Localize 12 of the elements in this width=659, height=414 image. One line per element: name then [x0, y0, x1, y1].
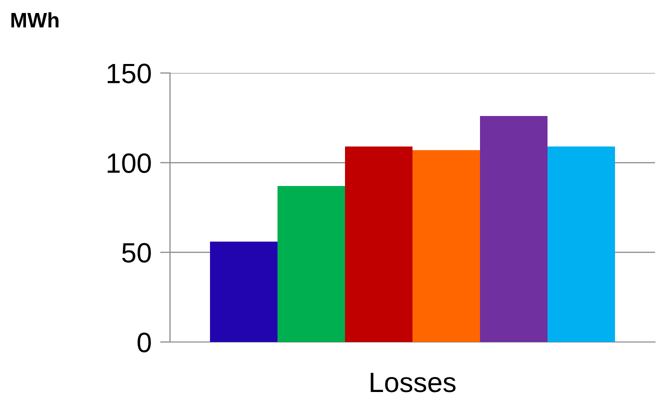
y-tick-label: 100: [108, 153, 151, 174]
y-tick-label: 0: [138, 332, 151, 352]
bar: [548, 146, 615, 342]
bar: [412, 150, 480, 342]
x-axis-title: Losses: [370, 372, 456, 392]
y-axis-title: MWh: [11, 12, 58, 28]
bar: [345, 146, 412, 342]
bar: [480, 116, 548, 342]
bar: [210, 242, 278, 342]
y-tick-label: 150: [108, 64, 151, 84]
y-tick-label: 50: [122, 243, 151, 263]
bar: [278, 186, 345, 342]
